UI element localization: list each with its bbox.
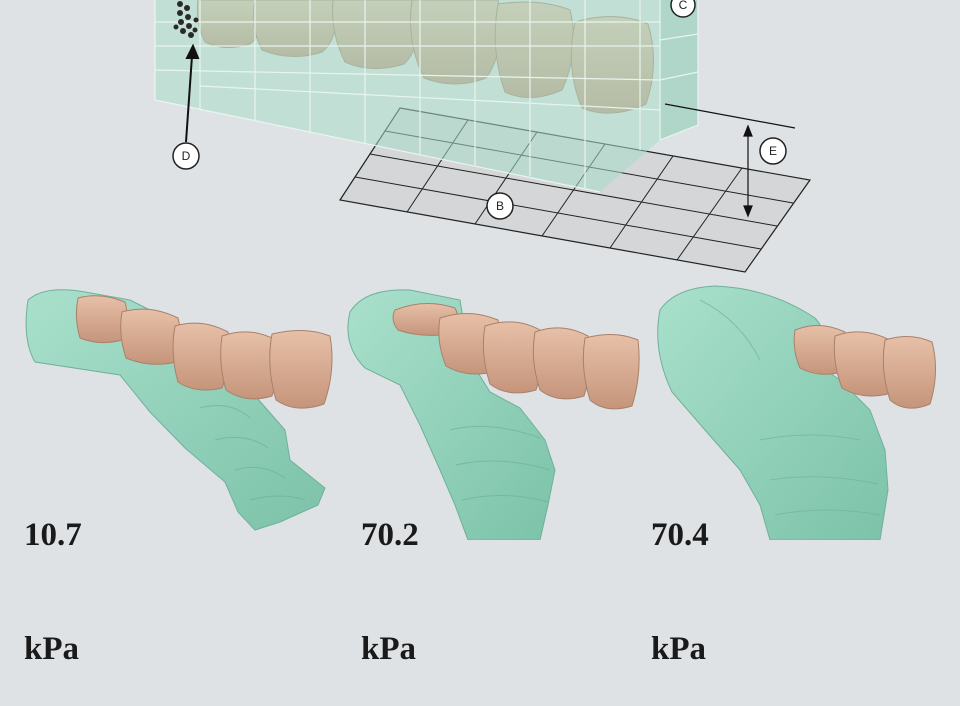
pressure-label-2: 70.2 kPa (361, 440, 419, 706)
pressure-label-1: 10.7 kPa (24, 440, 82, 706)
model-illustration: C D E B (25, 0, 936, 540)
pressure-unit-3: kPa (651, 631, 707, 667)
pressure-value-2: 70.2 (361, 517, 419, 553)
dimension-e (664, 103, 796, 218)
svg-text:C: C (679, 0, 688, 12)
pointer-d (185, 43, 200, 143)
svg-text:D: D (182, 149, 191, 163)
pressure-value-3: 70.4 (651, 517, 709, 553)
svg-text:B: B (496, 199, 504, 213)
teeth-row-panel-2 (392, 303, 640, 410)
model-panel-2 (347, 289, 640, 540)
model-panel-3 (657, 285, 936, 540)
callout-c: C (670, 0, 696, 18)
pressure-label-3: 70.4 kPa (651, 440, 709, 706)
perforation-cluster (173, 1, 199, 38)
teeth-row-panel-1 (75, 295, 333, 409)
callout-e: E (759, 137, 787, 165)
svg-text:E: E (769, 144, 777, 158)
pressure-value-1: 10.7 (24, 517, 82, 553)
teeth-row-panel-3 (793, 325, 936, 409)
mold-assembly: C D E B (154, 0, 812, 273)
pressure-unit-1: kPa (24, 631, 80, 667)
callout-b: B (486, 192, 514, 220)
callout-d: D (172, 142, 200, 170)
pressure-unit-2: kPa (361, 631, 417, 667)
model-panel-1 (25, 289, 333, 531)
